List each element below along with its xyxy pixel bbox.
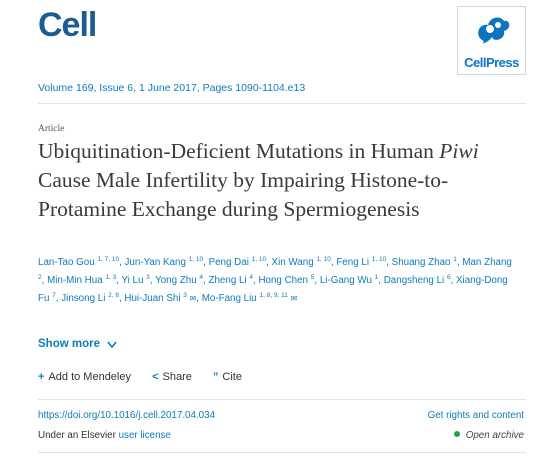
action-bar: + Add to Mendeley < Share ” Cite	[38, 371, 260, 383]
cellpress-label: CellPress	[464, 55, 519, 70]
author-item[interactable]: Yong Zhu 4	[155, 274, 204, 286]
author-name: Dangsheng Li	[383, 275, 445, 286]
show-more-button[interactable]: Show more	[38, 338, 117, 350]
author-affiliations: 1	[453, 256, 457, 263]
author-name: Hong Chen	[258, 275, 309, 286]
author-affiliations: 4	[199, 274, 204, 281]
license-prefix: Under an Elsevier	[38, 430, 119, 441]
author-item[interactable]: Lan-Tao Gou 1, 7, 10	[38, 256, 120, 268]
journal-logo[interactable]: Cell	[38, 6, 97, 44]
author-item[interactable]: Zheng Li 4	[208, 274, 253, 286]
author-item[interactable]: Xiang-Dong Fu 7	[38, 275, 508, 304]
author-name: Xin Wang	[271, 257, 314, 268]
author-item[interactable]: Hong Chen 5	[258, 274, 315, 286]
author-name: Yong Zhu	[155, 275, 197, 286]
author-affiliations: 1, 8, 9, 11	[259, 292, 288, 299]
author-name: Shuang Zhao	[391, 257, 451, 268]
author-item[interactable]: Jinsong Li 2, 8	[61, 292, 119, 304]
author-item[interactable]: Min-Min Hua 1, 3	[47, 274, 117, 286]
author-name: Li-Gang Wu	[319, 275, 372, 286]
author-name: Zheng Li	[208, 275, 247, 286]
add-to-mendeley-label: Add to Mendeley	[48, 371, 131, 383]
author-name: Lan-Tao Gou	[38, 257, 95, 268]
cite-label: Cite	[222, 371, 242, 383]
header-divider	[38, 103, 526, 104]
author-item[interactable]: Xin Wang 1, 10	[271, 256, 331, 268]
author-item[interactable]: Shuang Zhao 1	[391, 256, 457, 268]
email-icon[interactable]: ✉	[290, 294, 298, 303]
author-affiliations: 4	[249, 274, 253, 281]
chevron-down-icon	[107, 341, 117, 349]
author-name: Feng Li	[336, 257, 369, 268]
author-affiliations: 1	[374, 274, 379, 281]
author-affiliations: 6	[446, 274, 451, 281]
author-name: Yi Lu	[121, 275, 144, 286]
title-part-1: Ubiquitination-Deficient Mutations in Hu…	[38, 139, 440, 163]
license-info: Under an Elsevier user license	[38, 430, 171, 441]
author-affiliations: 1, 10	[371, 256, 387, 263]
author-name: Man Zhang	[462, 257, 512, 268]
author-item[interactable]: Yi Lu 3	[121, 274, 150, 286]
rights-link[interactable]: Get rights and content	[427, 410, 524, 421]
author-affiliations: 3	[183, 292, 187, 299]
author-item[interactable]: Li-Gang Wu 1	[319, 274, 379, 286]
title-part-2: Cause Male Infertility by Impairing Hist…	[38, 168, 449, 221]
author-name: Hui-Juan Shi	[124, 293, 181, 304]
author-item[interactable]: Feng Li 1, 10	[336, 256, 387, 268]
author-affiliations: 2, 8	[108, 292, 119, 299]
email-icon[interactable]: ✉	[189, 294, 197, 303]
author-item[interactable]: Hui-Juan Shi 3 ✉	[124, 292, 197, 304]
author-name: Min-Min Hua	[47, 275, 103, 286]
author-item[interactable]: Dangsheng Li 6	[383, 274, 451, 286]
actions-divider	[38, 399, 526, 400]
footer-divider	[38, 452, 526, 453]
author-name: Jinsong Li	[61, 293, 106, 304]
cite-button[interactable]: ” Cite	[213, 371, 242, 383]
author-affiliations: 7	[52, 292, 56, 299]
quote-icon: ”	[212, 371, 219, 383]
author-affiliations: 1, 10	[251, 256, 267, 263]
author-item[interactable]: Mo-Fang Liu 1, 8, 9, 11 ✉	[201, 292, 298, 304]
author-list: Lan-Tao Gou 1, 7, 10, Jun-Yan Kang 1, 10…	[38, 256, 512, 304]
author-affiliations: 2	[38, 274, 42, 281]
open-access-badge: Open archive	[453, 430, 524, 441]
article-type: Article	[38, 124, 65, 134]
author-item[interactable]: Man Zhang 2	[38, 257, 512, 286]
author-name: Mo-Fang Liu	[201, 293, 257, 304]
share-button[interactable]: < Share	[152, 371, 192, 383]
share-label: Share	[162, 371, 192, 383]
author-affiliations: 1, 10	[188, 256, 204, 263]
user-license-link[interactable]: user license	[118, 430, 171, 441]
author-name: Jun-Yan Kang	[124, 257, 186, 268]
author-affiliations: 5	[310, 274, 315, 281]
show-more-label: Show more	[38, 338, 100, 350]
cellpress-mark-icon	[478, 17, 510, 44]
plus-icon: +	[38, 371, 45, 383]
author-item[interactable]: Peng Dai 1, 10	[208, 256, 267, 268]
volume-link[interactable]: Volume 169, Issue 6, 1 June 2017, Pages …	[38, 82, 306, 94]
author-affiliations: 3	[146, 274, 150, 281]
author-affiliations: 1, 3	[105, 274, 117, 281]
open-access-label: Open archive	[465, 430, 524, 441]
article-title: Ubiquitination-Deficient Mutations in Hu…	[38, 137, 508, 224]
author-item[interactable]: Jun-Yan Kang 1, 10	[124, 256, 204, 268]
author-name: Xiang-Dong Fu	[38, 275, 508, 304]
author-name: Peng Dai	[208, 257, 249, 268]
cellpress-logo[interactable]: CellPress	[457, 6, 526, 75]
share-icon: <	[152, 371, 159, 383]
add-to-mendeley-button[interactable]: + Add to Mendeley	[38, 371, 131, 383]
open-access-dot-icon	[453, 431, 460, 437]
author-affiliations: 1, 10	[316, 256, 331, 263]
author-affiliations: 1, 7, 10	[97, 256, 120, 263]
title-italic: Piwi	[439, 139, 479, 163]
doi-link[interactable]: https://doi.org/10.1016/j.cell.2017.04.0…	[38, 410, 216, 421]
